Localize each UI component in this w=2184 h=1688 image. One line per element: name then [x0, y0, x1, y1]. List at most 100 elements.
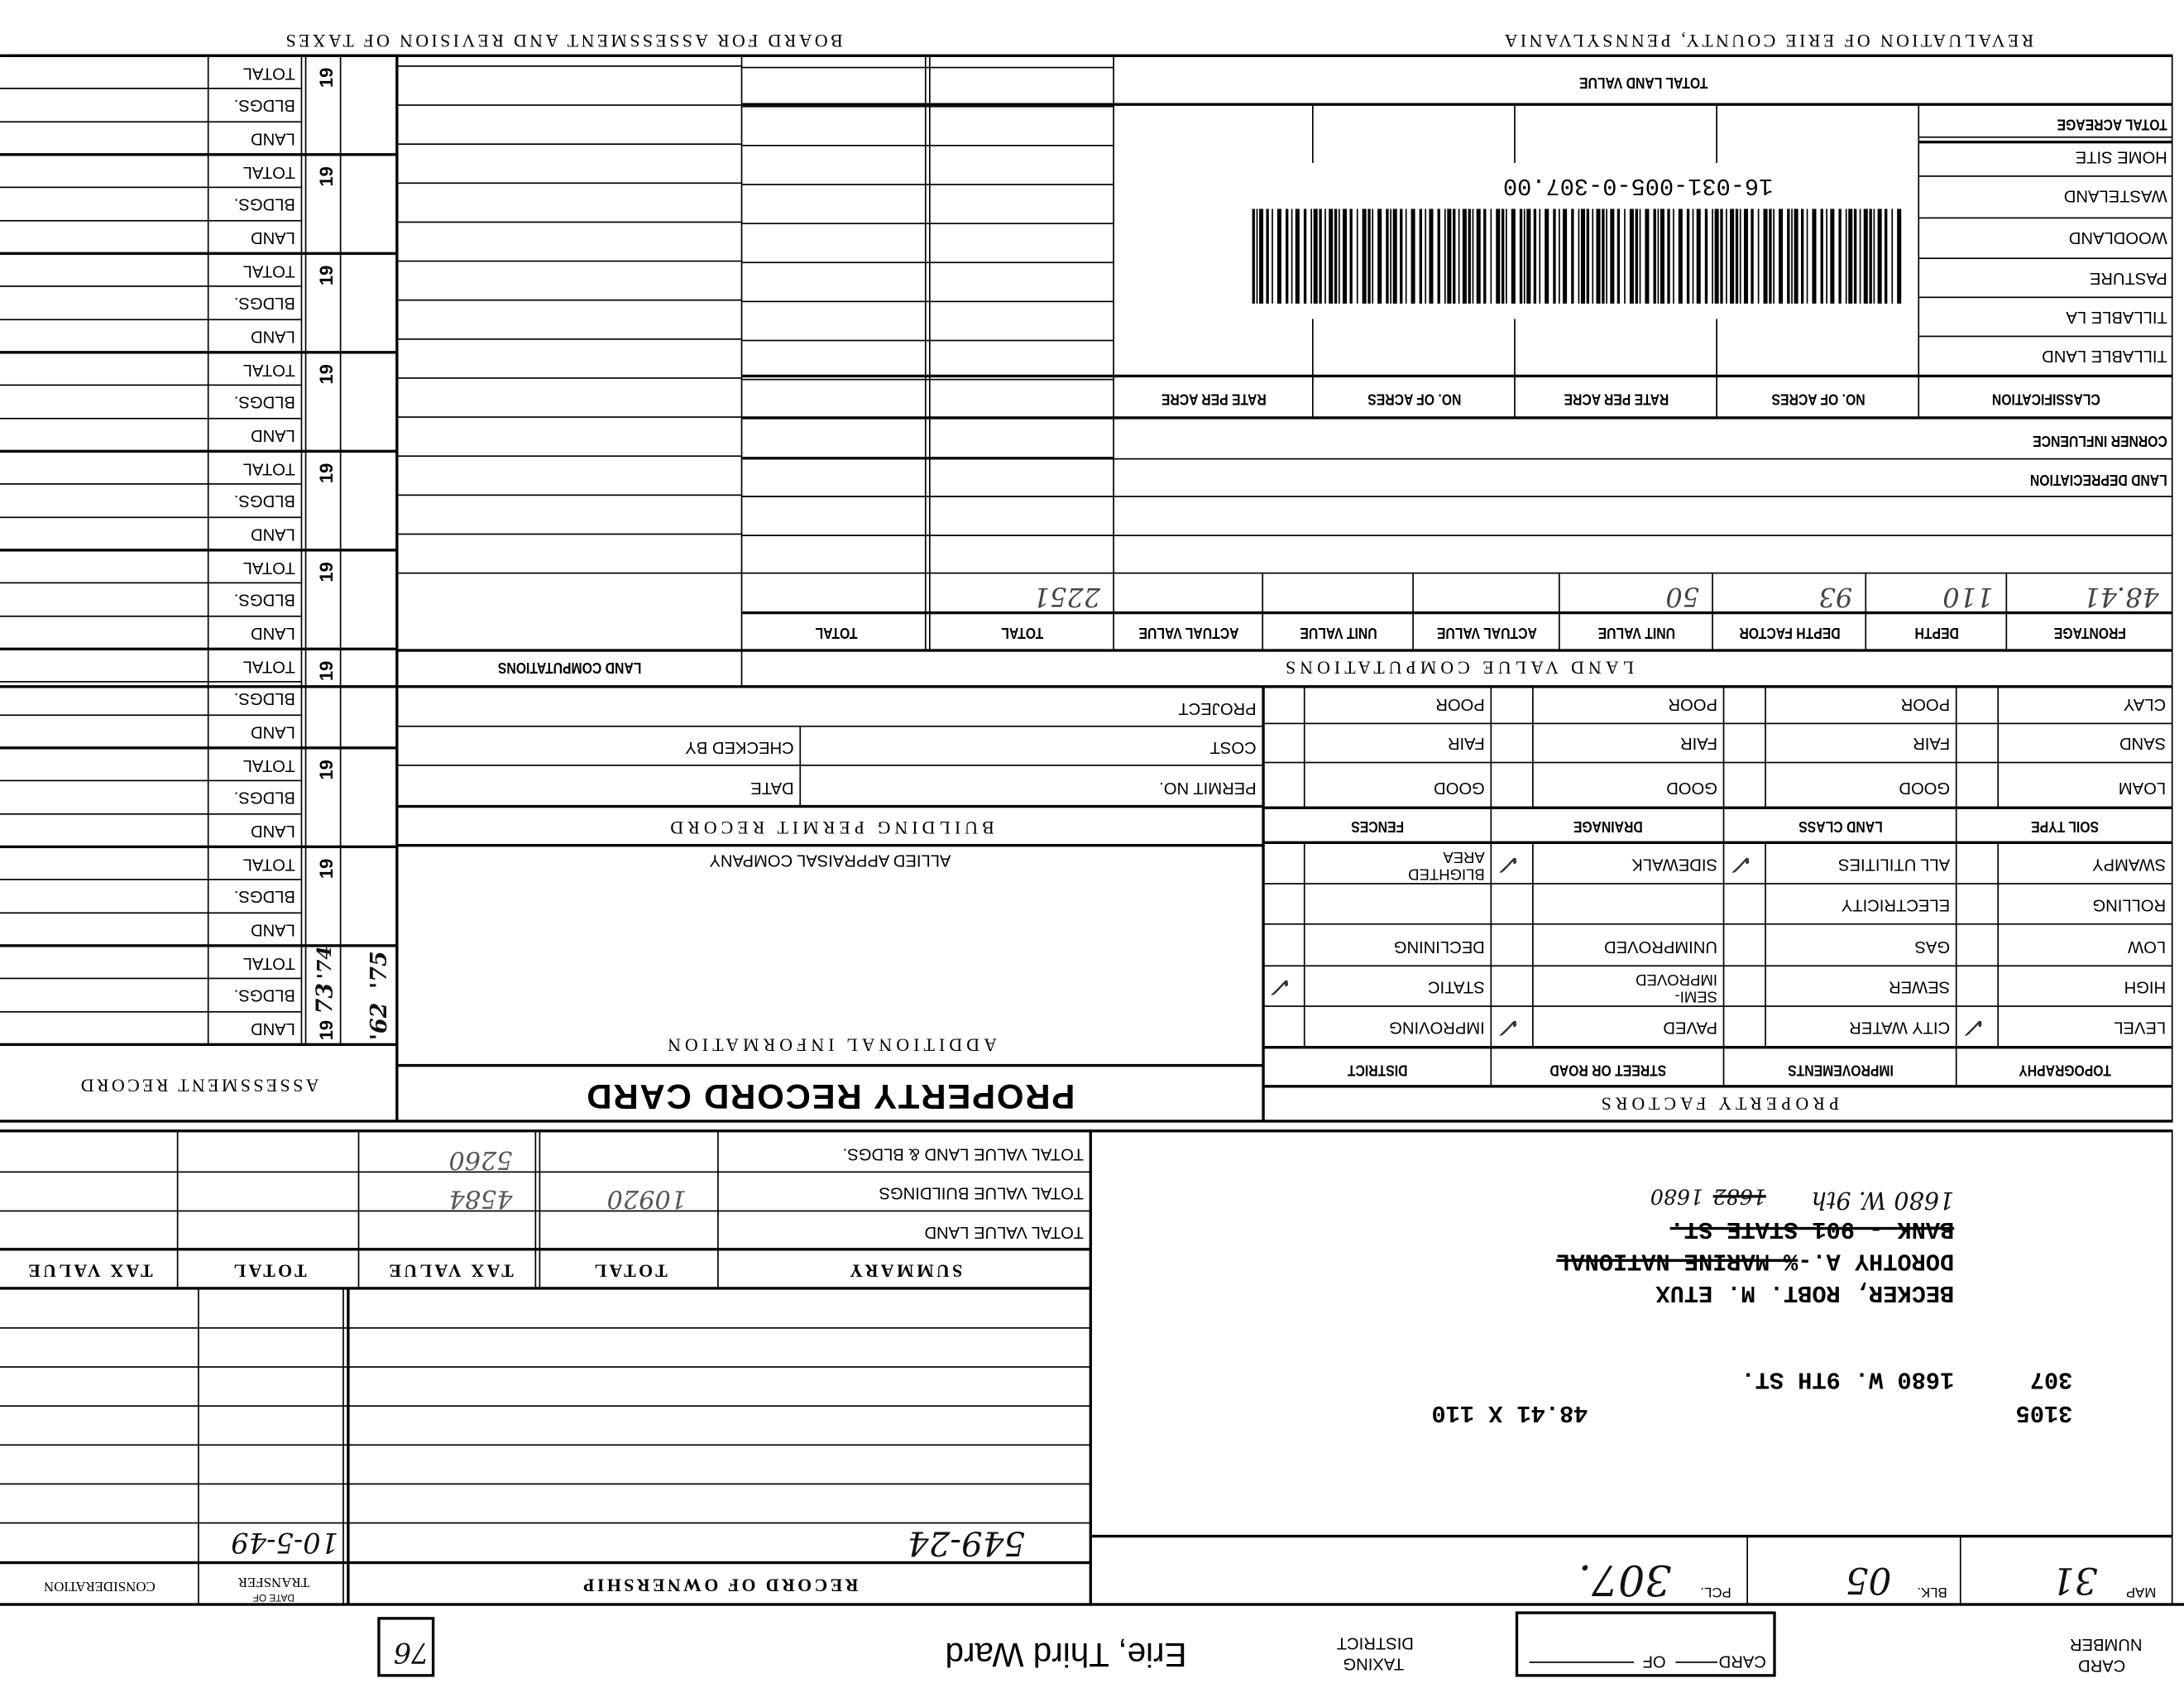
rule-line	[0, 1445, 1091, 1446]
barcode-bar	[1490, 209, 1492, 304]
barcode-bar	[1800, 209, 1804, 304]
rule-line	[742, 573, 2173, 575]
barcode-bar	[1610, 209, 1615, 304]
barcode-bar	[1338, 209, 1340, 304]
summary-tax-header-2: TAX VALUE	[25, 1260, 153, 1282]
summary-header: SUMMARY	[846, 1260, 963, 1282]
rule-line	[741, 55, 744, 687]
barcode-bar	[1303, 209, 1307, 304]
transfer-date: 10-5-49	[231, 1526, 339, 1561]
additional-info-title: ADDITIONAL INFORMATION	[663, 1034, 997, 1056]
barcode-bar	[1667, 209, 1670, 304]
barcode-bar	[1859, 209, 1861, 304]
barcode-bar	[1616, 209, 1621, 304]
rule-line	[396, 183, 743, 185]
owner-line-1: BECKER, ROBT. M. ETUX	[1655, 1278, 1955, 1306]
rule-line	[742, 379, 1114, 381]
land-bldgs-tax-value: 5260	[448, 1144, 513, 1174]
rule-line	[0, 685, 2173, 688]
check-mark-icon: ✓	[1731, 848, 1755, 882]
barcode-bar	[1806, 209, 1808, 304]
rule-line	[0, 1603, 2184, 1606]
barcode-bar	[1276, 209, 1281, 304]
rule-line	[396, 65, 743, 68]
barcode-bar	[1596, 209, 1601, 304]
rule-line	[0, 285, 303, 288]
classification-item: HOME SITE	[2075, 147, 2167, 167]
land-value-header: TOTAL	[1001, 624, 1044, 641]
assessment-row-label: BLDGS.	[233, 294, 295, 314]
pcl-label: PCL.	[1700, 1583, 1731, 1599]
barcode-bar	[1343, 209, 1348, 304]
rule-line	[1263, 923, 2173, 926]
assessment-side-note: '75	[365, 951, 392, 990]
rule-line	[396, 534, 743, 536]
barcode-bar	[1313, 209, 1318, 304]
property-factor-item: DECLINING	[1393, 937, 1485, 957]
barcode-bar	[1539, 209, 1541, 304]
land-value-entry: 48.41	[2083, 580, 2159, 611]
rule-line	[742, 340, 1114, 343]
rule-line	[1998, 842, 2000, 1048]
barcode-bar	[1291, 209, 1293, 304]
barcode-bar	[1629, 209, 1634, 304]
barcode-bar	[1437, 209, 1440, 304]
rule-line	[742, 106, 1114, 108]
barcode-bar	[1657, 209, 1660, 304]
taxing-district-value: Erie, Third Ward	[945, 1635, 1187, 1673]
barcode-bar	[1877, 209, 1882, 304]
rule-line	[396, 456, 743, 458]
assessment-year-prefix: 19	[315, 660, 337, 682]
rule-line	[1263, 1085, 2173, 1088]
soil-item: CLAY	[2123, 694, 2167, 715]
rule-line	[0, 1043, 397, 1047]
rule-line	[0, 813, 303, 815]
rule-line	[0, 1010, 303, 1013]
barcode-text: 16-031-005-0-307.00	[1502, 170, 1774, 198]
handwritten-address: 1680 W. 9th	[1811, 1185, 1955, 1214]
owner-line-2-struck: % MARINE NATIONAL	[1556, 1246, 1798, 1273]
rule-line	[396, 417, 743, 419]
rule-line	[1114, 55, 1115, 651]
barcode-bar	[1848, 209, 1853, 304]
rule-line	[0, 714, 303, 716]
soil-item: POOR	[1900, 694, 1951, 715]
barcode-bar	[1462, 209, 1467, 304]
assessment-row-label: LAND	[250, 920, 295, 941]
assessment-row-label: TOTAL	[242, 558, 295, 578]
rule-line	[1919, 218, 2173, 220]
assessment-row-label: TOTAL	[242, 458, 295, 479]
barcode-bar	[1349, 209, 1353, 304]
classification-header: NO. OF ACRES	[1367, 390, 1462, 407]
rule-line	[1919, 258, 2173, 260]
blk-label: BLK.	[1917, 1583, 1947, 1599]
property-factor-item: BLIGHTED	[1408, 865, 1485, 882]
property-factor-item: LEVEL	[2114, 1018, 2167, 1038]
assessment-row-label: BLDGS.	[233, 492, 295, 512]
rule-line	[0, 1406, 1091, 1407]
rule-line	[396, 843, 1264, 847]
property-factors-title: PROPERTY FACTORS	[1597, 1093, 1840, 1115]
soil-item: GOOD	[1666, 778, 1717, 798]
rule-line	[0, 549, 397, 552]
rule-line	[742, 301, 1114, 304]
appraisal-company: ALLIED APPRAISAL COMPANY	[709, 851, 951, 870]
permit-no-label: PERMIT NO.	[1159, 778, 1257, 798]
rule-line	[0, 1287, 1091, 1290]
rule-line	[0, 1211, 1091, 1213]
property-factor-header-street-or-road: STREET OR ROAD	[1549, 1061, 1667, 1078]
barcode-bar	[1356, 209, 1358, 304]
barcode-bar	[1686, 209, 1690, 304]
buildings-total: 10920	[606, 1183, 687, 1214]
rule-line	[0, 186, 303, 189]
barcode-bar	[1812, 209, 1817, 304]
property-factor-item: IMPROVED	[1636, 971, 1717, 988]
barcode-bar	[1714, 209, 1719, 304]
soil-item: POOR	[1435, 694, 1485, 715]
rule-line	[742, 416, 2173, 420]
barcode-bar	[1735, 209, 1739, 304]
owner-line-3: BANK - 901 STATE ST.	[1669, 1214, 1955, 1241]
property-factor-header-improvements: IMPROVEMENTS	[1788, 1061, 1894, 1078]
property-factor-item: SEMI-	[1674, 987, 1717, 1005]
barcode-bar	[1390, 209, 1391, 304]
